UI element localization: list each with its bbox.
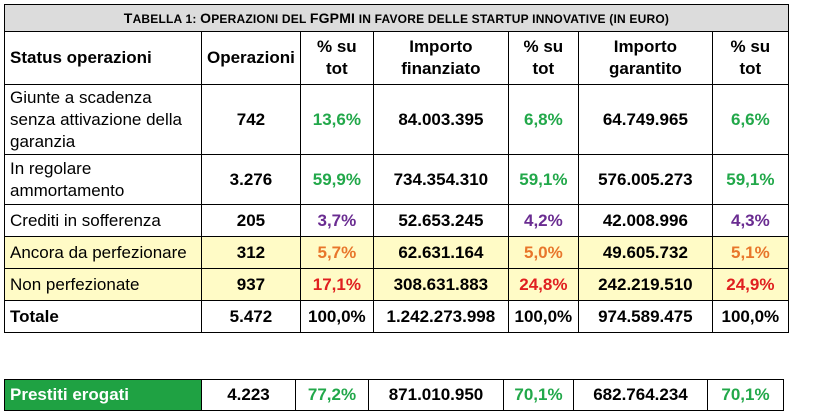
prestiti-finanziato: 871.010.950 [368, 379, 504, 411]
prestiti-pct1: 77,2% [295, 379, 369, 411]
total-operazioni: 5.472 [201, 300, 301, 333]
prestiti-garantito: 682.764.234 [573, 379, 708, 411]
cell-finanziato: 734.354.310 [372, 154, 509, 205]
cell-pct3: 24,9% [711, 268, 789, 301]
total-garantito: 974.589.475 [577, 300, 713, 333]
total-label: Totale [4, 300, 202, 333]
cell-pct1: 5,7% [299, 236, 374, 269]
total-pct1: 100,0% [299, 300, 374, 333]
prestiti-pct3: 70,1% [707, 379, 784, 411]
header-importo-garantito: Importo garantito [577, 31, 713, 85]
cell-pct2: 5,0% [507, 236, 579, 269]
cell-pct2: 24,8% [507, 268, 579, 301]
cell-pct3: 6,6% [711, 84, 789, 155]
table-header-row: Status operazioni Operazioni % su tot Im… [4, 31, 789, 85]
cell-garantito: 49.605.732 [577, 236, 713, 269]
cell-finanziato: 52.653.245 [372, 204, 509, 237]
table-caption: TABELLA 1: OPERAZIONI DEL FGPMI IN FAVOR… [4, 4, 789, 32]
prestiti-operazioni: 4.223 [201, 379, 296, 411]
cell-pct2: 59,1% [507, 154, 579, 205]
cell-pct1: 3,7% [299, 204, 374, 237]
fgpmi-table: TABELLA 1: OPERAZIONI DEL FGPMI IN FAVOR… [4, 4, 789, 333]
row-label: Crediti in sofferenza [4, 204, 202, 237]
cell-operazioni: 205 [201, 204, 301, 237]
cell-pct3: 5,1% [711, 236, 789, 269]
header-pct-garantito: % su tot [711, 31, 789, 85]
cell-finanziato: 62.631.164 [372, 236, 509, 269]
cell-garantito: 64.749.965 [577, 84, 713, 155]
prestiti-pct2: 70,1% [503, 379, 574, 411]
cell-garantito: 42.008.996 [577, 204, 713, 237]
table-row: Giunte a scadenza senza attivazione dell… [4, 84, 789, 155]
prestiti-label: Prestiti erogati [4, 379, 202, 411]
table-caption-row: TABELLA 1: OPERAZIONI DEL FGPMI IN FAVOR… [4, 4, 789, 32]
cell-garantito: 576.005.273 [577, 154, 713, 205]
row-label: In regolare ammortamento [4, 154, 202, 205]
total-pct2: 100,0% [507, 300, 579, 333]
cell-pct2: 6,8% [507, 84, 579, 155]
cell-pct3: 59,1% [711, 154, 789, 205]
cell-operazioni: 742 [201, 84, 301, 155]
total-row: Totale 5.472 100,0% 1.242.273.998 100,0%… [4, 300, 789, 333]
row-label: Non perfezionate [4, 268, 202, 301]
total-pct3: 100,0% [711, 300, 789, 333]
total-finanziato: 1.242.273.998 [372, 300, 509, 333]
prestiti-table: Prestiti erogati 4.223 77,2% 871.010.950… [4, 379, 784, 411]
cell-finanziato: 308.631.883 [372, 268, 509, 301]
cell-finanziato: 84.003.395 [372, 84, 509, 155]
header-pct-finanziato: % su tot [507, 31, 579, 85]
header-pct-operazioni: % su tot [299, 31, 374, 85]
cell-pct1: 59,9% [299, 154, 374, 205]
cell-operazioni: 937 [201, 268, 301, 301]
cell-operazioni: 3.276 [201, 154, 301, 205]
cell-pct2: 4,2% [507, 204, 579, 237]
table-row: In regolare ammortamento 3.276 59,9% 734… [4, 154, 789, 205]
row-label: Ancora da perfezionare [4, 236, 202, 269]
table-row: Ancora da perfezionare 312 5,7% 62.631.1… [4, 236, 789, 269]
table-row: Non perfezionate 937 17,1% 308.631.883 2… [4, 268, 789, 301]
cell-pct1: 13,6% [299, 84, 374, 155]
header-importo-finanziato: Importo finanziato [372, 31, 509, 85]
cell-pct1: 17,1% [299, 268, 374, 301]
cell-operazioni: 312 [201, 236, 301, 269]
cell-pct3: 4,3% [711, 204, 789, 237]
header-status: Status operazioni [4, 31, 202, 85]
prestiti-row: Prestiti erogati 4.223 77,2% 871.010.950… [4, 379, 784, 411]
table-row: Crediti in sofferenza 205 3,7% 52.653.24… [4, 204, 789, 237]
cell-garantito: 242.219.510 [577, 268, 713, 301]
row-label: Giunte a scadenza senza attivazione dell… [4, 84, 202, 155]
header-operazioni: Operazioni [201, 31, 301, 85]
